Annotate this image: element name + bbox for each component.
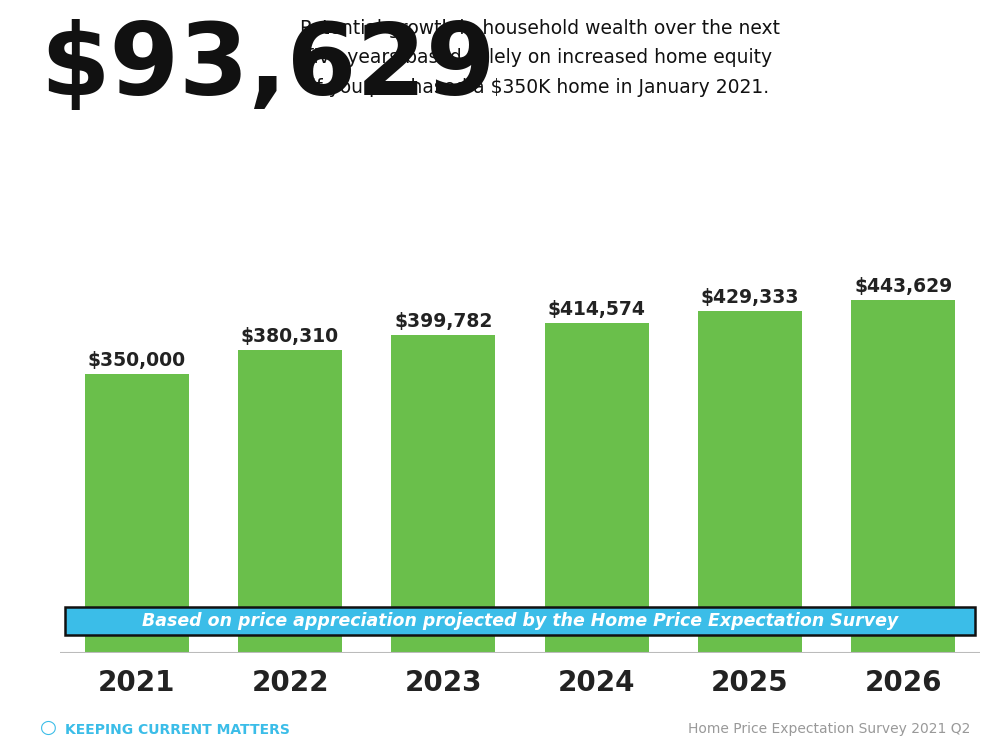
Bar: [391, 334, 495, 652]
Text: $429,333: $429,333: [701, 288, 799, 308]
Bar: [851, 300, 955, 652]
Text: $380,310: $380,310: [241, 327, 339, 346]
Text: $350,000: $350,000: [88, 351, 186, 370]
FancyBboxPatch shape: [65, 608, 975, 635]
Bar: [545, 323, 649, 652]
Text: Home Price Expectation Survey 2021 Q2: Home Price Expectation Survey 2021 Q2: [688, 722, 970, 736]
Text: $443,629: $443,629: [854, 277, 952, 296]
Text: $414,574: $414,574: [548, 300, 646, 319]
Text: $93,629: $93,629: [40, 19, 496, 116]
Text: $399,782: $399,782: [394, 312, 493, 331]
Text: Based on price appreciation projected by the Home Price Expectation Survey: Based on price appreciation projected by…: [142, 612, 898, 630]
Bar: [698, 311, 802, 652]
Bar: [85, 374, 189, 652]
Text: ○: ○: [40, 718, 57, 736]
Bar: [238, 350, 342, 652]
Text: Potential growth in household wealth over the next
five years based solely on in: Potential growth in household wealth ove…: [300, 19, 780, 97]
Text: KEEPING CURRENT MATTERS: KEEPING CURRENT MATTERS: [65, 722, 290, 736]
